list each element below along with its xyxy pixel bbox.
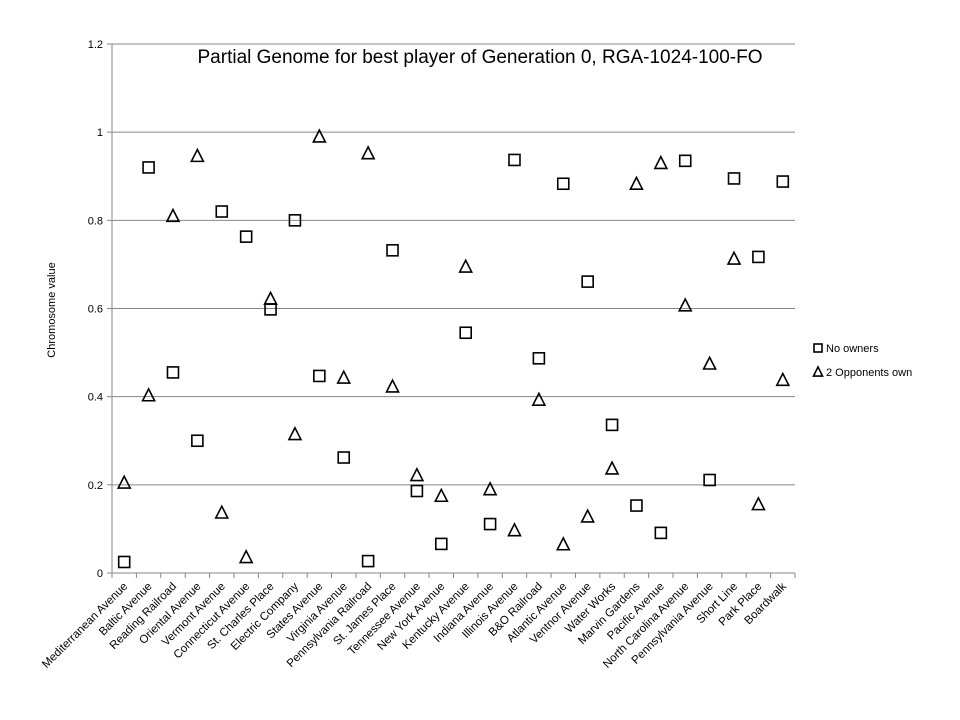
point-no-owners xyxy=(581,275,594,288)
point-no-owners xyxy=(703,473,716,487)
point-2-opponents-own xyxy=(677,297,693,312)
y-tick-label: 0.4 xyxy=(88,392,103,404)
data-points xyxy=(116,128,791,569)
point-2-opponents-own xyxy=(360,145,376,160)
point-2-opponents-own xyxy=(433,487,449,503)
legend-marker-triangle xyxy=(812,365,824,377)
point-no-owners xyxy=(727,172,741,185)
point-2-opponents-own xyxy=(775,371,791,387)
point-no-owners xyxy=(752,250,765,264)
point-no-owners xyxy=(239,230,253,243)
point-no-owners xyxy=(605,418,619,432)
y-tick-label: 0.8 xyxy=(88,215,103,227)
point-no-owners xyxy=(508,153,521,167)
point-no-owners xyxy=(483,517,497,531)
point-no-owners xyxy=(264,303,277,316)
y-axis-label: Chromosome value xyxy=(46,262,58,357)
chart-title: Partial Genome for best player of Genera… xyxy=(198,47,763,68)
point-no-owners xyxy=(532,352,546,365)
point-2-opponents-own xyxy=(531,391,547,406)
y-tick-label: 0 xyxy=(97,568,103,580)
point-no-owners xyxy=(117,555,131,569)
legend: No owners 2 Opponents own xyxy=(812,343,912,379)
point-2-opponents-own xyxy=(238,548,254,564)
point-2-opponents-own xyxy=(141,387,156,402)
point-2-opponents-own xyxy=(116,474,132,489)
point-2-opponents-own xyxy=(165,207,181,223)
point-2-opponents-own xyxy=(385,378,400,393)
legend-marker-square xyxy=(813,343,823,353)
point-no-owners xyxy=(215,205,229,218)
legend-label: No owners xyxy=(826,343,879,355)
point-2-opponents-own xyxy=(458,258,474,273)
point-no-owners xyxy=(386,244,399,257)
y-tick-label: 0.2 xyxy=(88,480,103,492)
point-no-owners xyxy=(288,214,302,227)
point-2-opponents-own xyxy=(263,290,278,306)
gridlines xyxy=(112,43,795,486)
y-tick-label: 1 xyxy=(97,127,103,139)
point-2-opponents-own xyxy=(580,508,595,523)
point-2-opponents-own xyxy=(751,496,766,511)
point-no-owners xyxy=(776,175,790,188)
y-tick-label: 0.6 xyxy=(88,304,103,316)
point-no-owners xyxy=(435,537,448,551)
point-no-owners xyxy=(459,326,472,340)
point-no-owners xyxy=(410,484,424,498)
point-no-owners xyxy=(142,161,155,174)
point-no-owners xyxy=(630,499,643,512)
point-2-opponents-own xyxy=(604,460,620,475)
axes xyxy=(107,43,796,578)
point-no-owners xyxy=(166,366,180,379)
point-no-owners xyxy=(654,526,668,540)
point-2-opponents-own xyxy=(287,425,303,441)
point-2-opponents-own xyxy=(336,369,352,384)
point-no-owners xyxy=(313,369,326,383)
point-no-owners xyxy=(191,434,204,448)
point-2-opponents-own xyxy=(702,355,717,370)
point-2-opponents-own xyxy=(726,250,742,265)
point-2-opponents-own xyxy=(312,128,327,143)
point-2-opponents-own xyxy=(507,522,522,537)
y-tick-labels: 0 0.2 0.4 0.6 0.8 1 1.2 xyxy=(88,39,103,580)
point-2-opponents-own xyxy=(629,175,644,190)
point-2-opponents-own xyxy=(482,481,498,496)
point-2-opponents-own xyxy=(555,536,571,551)
point-2-opponents-own xyxy=(190,147,205,163)
y-tick-label: 1.2 xyxy=(88,39,103,51)
point-no-owners xyxy=(337,451,351,464)
point-no-owners xyxy=(678,154,692,168)
point-2-opponents-own xyxy=(409,466,425,482)
point-2-opponents-own xyxy=(653,154,669,170)
point-no-owners xyxy=(361,554,375,568)
point-no-owners xyxy=(556,177,570,191)
legend-label: 2 Opponents own xyxy=(826,367,912,379)
point-2-opponents-own xyxy=(214,504,230,519)
